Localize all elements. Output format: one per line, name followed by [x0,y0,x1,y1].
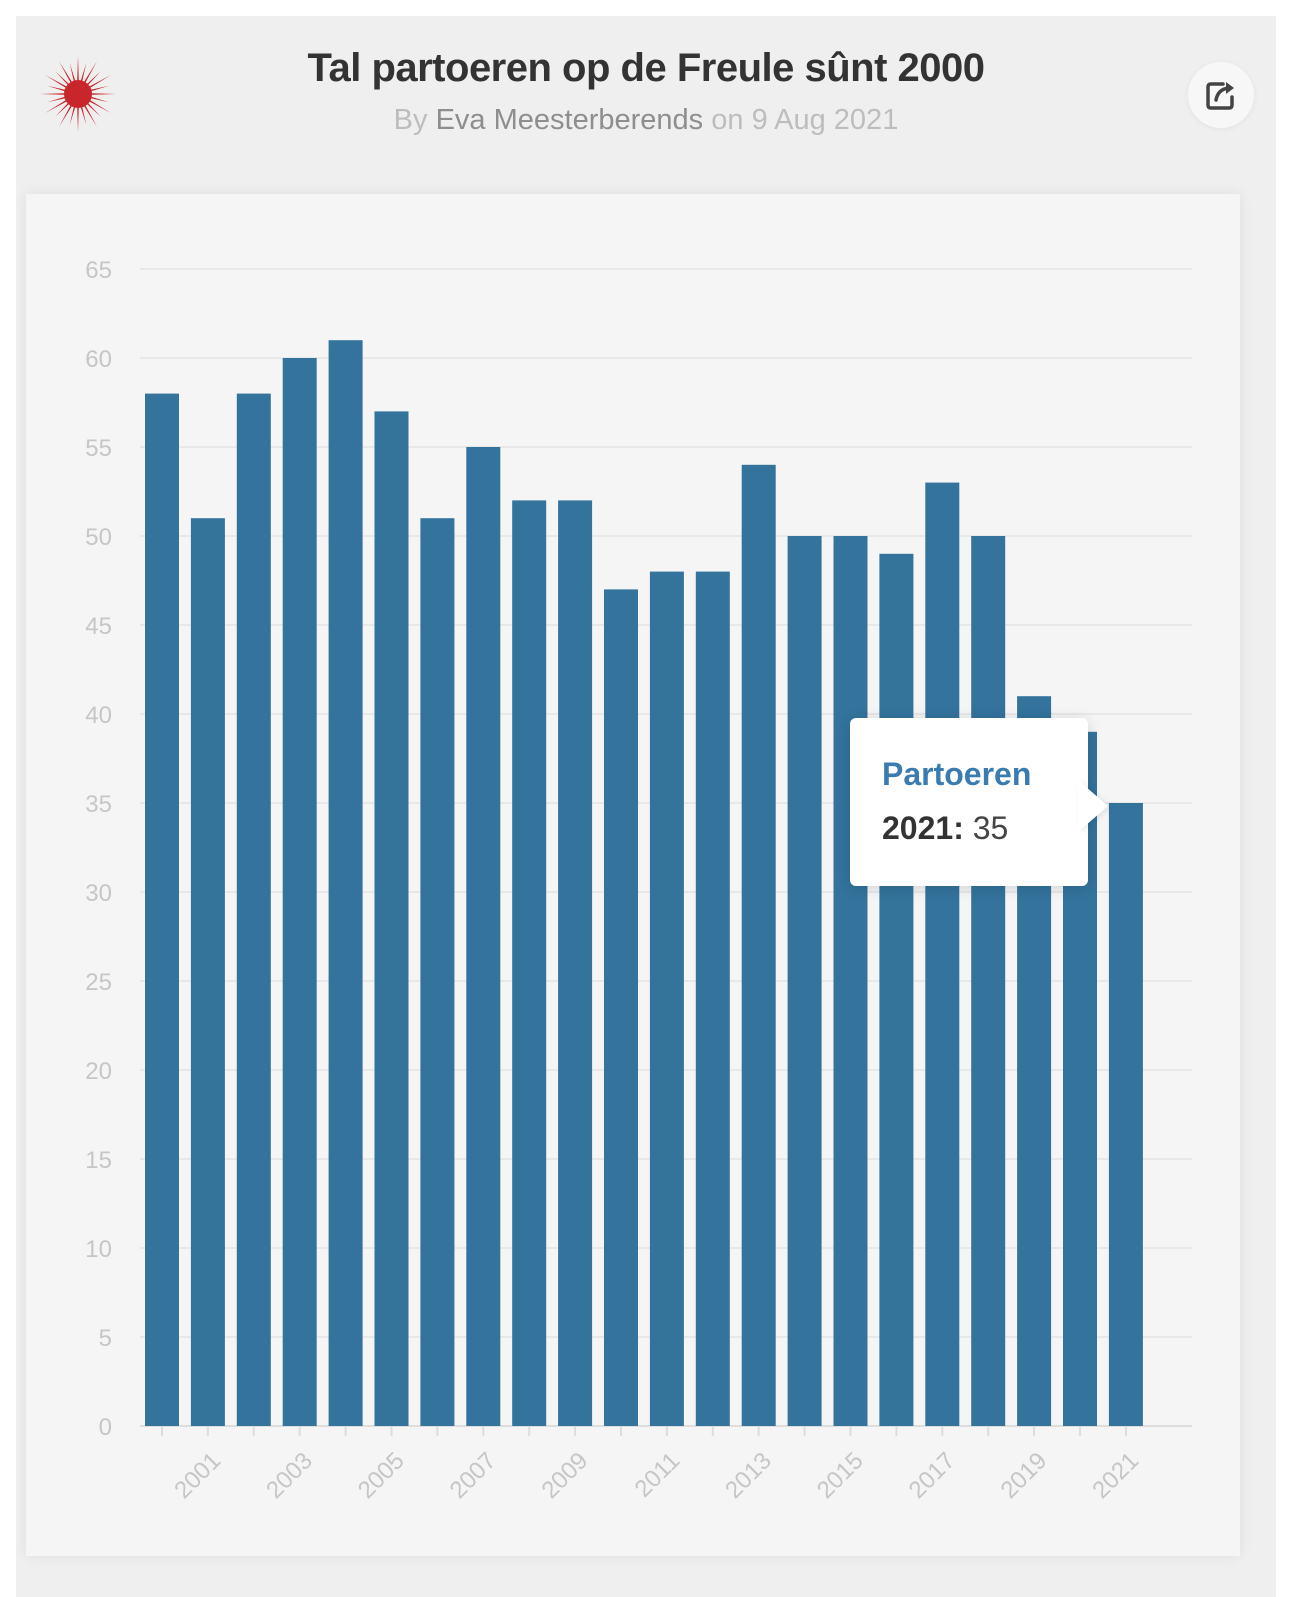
y-tick-label: 50 [85,524,112,551]
bar-2018 [971,536,1006,1426]
y-tick-label: 5 [99,1325,112,1352]
x-tick-label: 2009 [536,1447,593,1504]
bar-2014 [787,536,822,1426]
byline-middle: on [711,104,744,136]
share-icon [1206,82,1234,110]
bar-2000 [145,393,179,1427]
y-tick-label: 25 [85,969,112,996]
bar-2007 [466,447,501,1426]
bar-2001 [190,518,225,1426]
x-tick-label: 2017 [904,1447,961,1504]
x-tick-label: 2015 [812,1447,869,1504]
bar-2002 [236,393,271,1427]
chart-tooltip: Partoeren 2021: 35 [850,718,1088,886]
x-tick-label: 2003 [261,1447,318,1504]
byline: By Eva Meesterberends on 9 Aug 2021 [16,104,1276,137]
tooltip-series-name: Partoeren [882,756,1032,792]
publish-date: 9 Aug 2021 [751,104,899,136]
x-tick-label: 2021 [1087,1447,1144,1504]
y-tick-label: 10 [85,1236,112,1263]
x-tick-label: 2013 [720,1447,777,1504]
y-tick-label: 40 [85,702,112,729]
tooltip-value-line: 2021: 35 [882,810,1008,847]
bar-2021 [1108,803,1143,1426]
y-tick-label: 60 [85,346,112,373]
tooltip-colon: : [953,810,964,846]
y-tick-label: 45 [85,613,112,640]
bar-2009 [558,500,593,1426]
bar-2011 [649,571,684,1426]
tooltip-arrow [1078,780,1108,832]
y-tick-label: 65 [85,257,112,284]
y-tick-label: 15 [85,1147,112,1174]
x-tick-label: 2019 [995,1447,1052,1504]
y-tick-label: 20 [85,1058,112,1085]
y-tick-label: 35 [85,791,112,818]
x-tick-label: 2007 [445,1447,502,1504]
author-name: Eva Meesterberends [435,104,704,136]
red-sunburst-icon [40,56,116,132]
y-tick-label: 55 [85,435,112,462]
y-tick-label: 0 [99,1414,112,1441]
bar-2003 [282,358,317,1426]
share-button[interactable] [1188,62,1254,128]
bar-2015 [833,536,868,1426]
x-tick-label: 2011 [630,1447,686,1503]
bar-2012 [695,571,730,1426]
tooltip-year: 2021 [882,810,954,846]
bar-2010 [604,589,638,1426]
bar-2017 [925,482,960,1427]
bar-2005 [374,411,409,1426]
y-tick-label: 30 [85,880,112,907]
bar-2013 [741,464,776,1426]
bar-2006 [420,518,455,1426]
bar-2008 [512,500,547,1426]
byline-prefix: By [393,104,428,136]
bar-2016 [879,553,914,1426]
x-tick-label: 2005 [353,1447,410,1504]
x-tick-label: 2001 [169,1447,226,1504]
chart-title: Tal partoeren op de Freule sûnt 2000 [307,46,986,90]
bar-2004 [328,340,363,1427]
tooltip-value: 35 [972,810,1009,846]
